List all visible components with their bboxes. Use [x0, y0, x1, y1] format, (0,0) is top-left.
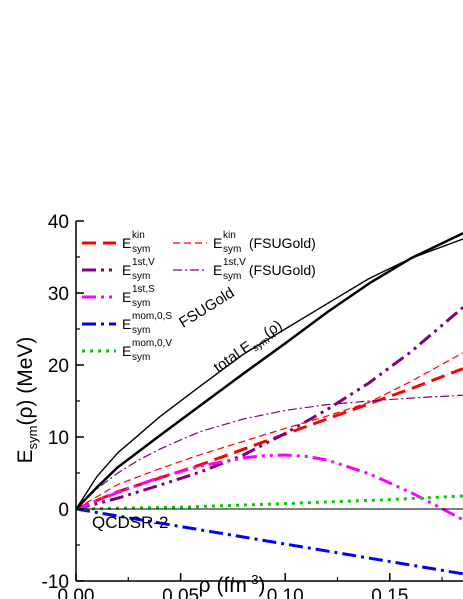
model-label: QCDSR-2: [92, 513, 169, 532]
x-tick-label: 0.05: [162, 586, 199, 599]
x-axis-title: ρ (fm-3): [199, 572, 266, 597]
series-layer: [76, 232, 463, 576]
series-line-6: [76, 394, 463, 510]
series-line-2: [76, 453, 463, 522]
series-line-0: [76, 367, 463, 511]
legend-label-5: Esymkin (FSUGold): [213, 230, 316, 255]
series-line-3: [76, 507, 463, 576]
x-tick-label: 0.15: [371, 586, 408, 599]
legend-label-0: Esymkin: [122, 230, 150, 255]
legend-label-3: Esymmom,0,S: [122, 311, 172, 336]
y-tick-label: 0: [58, 500, 69, 521]
series-line-7: [76, 232, 463, 510]
legend-label-4: Esymmom,0,V: [122, 338, 172, 363]
y-tick-label: 40: [48, 212, 69, 233]
y-tick-label: 30: [48, 284, 69, 305]
series-line-4: [76, 494, 463, 511]
legend-label-2: Esym1st,S: [122, 284, 155, 309]
legend-label-6: Esym1st,V (FSUGold): [213, 257, 316, 282]
y-tick-label: 20: [48, 356, 69, 377]
legend-label-1: Esym1st,V: [122, 257, 155, 282]
series-line-5: [76, 352, 463, 510]
y-tick-label: 10: [48, 428, 69, 449]
series-line-8: [76, 238, 463, 510]
x-tick-label: 0.00: [58, 586, 95, 599]
axes-layer: 0.00 0.05 0.10 0.15 -10 0 10 20 30 40: [42, 212, 463, 599]
fsugold-label: FSUGold: [176, 284, 237, 331]
y-tick-label: -10: [42, 572, 69, 593]
y-axis-title: Esym(ρ) (MeV): [14, 337, 40, 464]
legend: EsymkinEsym1st,VEsym1st,SEsymmom,0,SEsym…: [82, 230, 316, 363]
x-tick-label: 0.10: [267, 586, 304, 599]
